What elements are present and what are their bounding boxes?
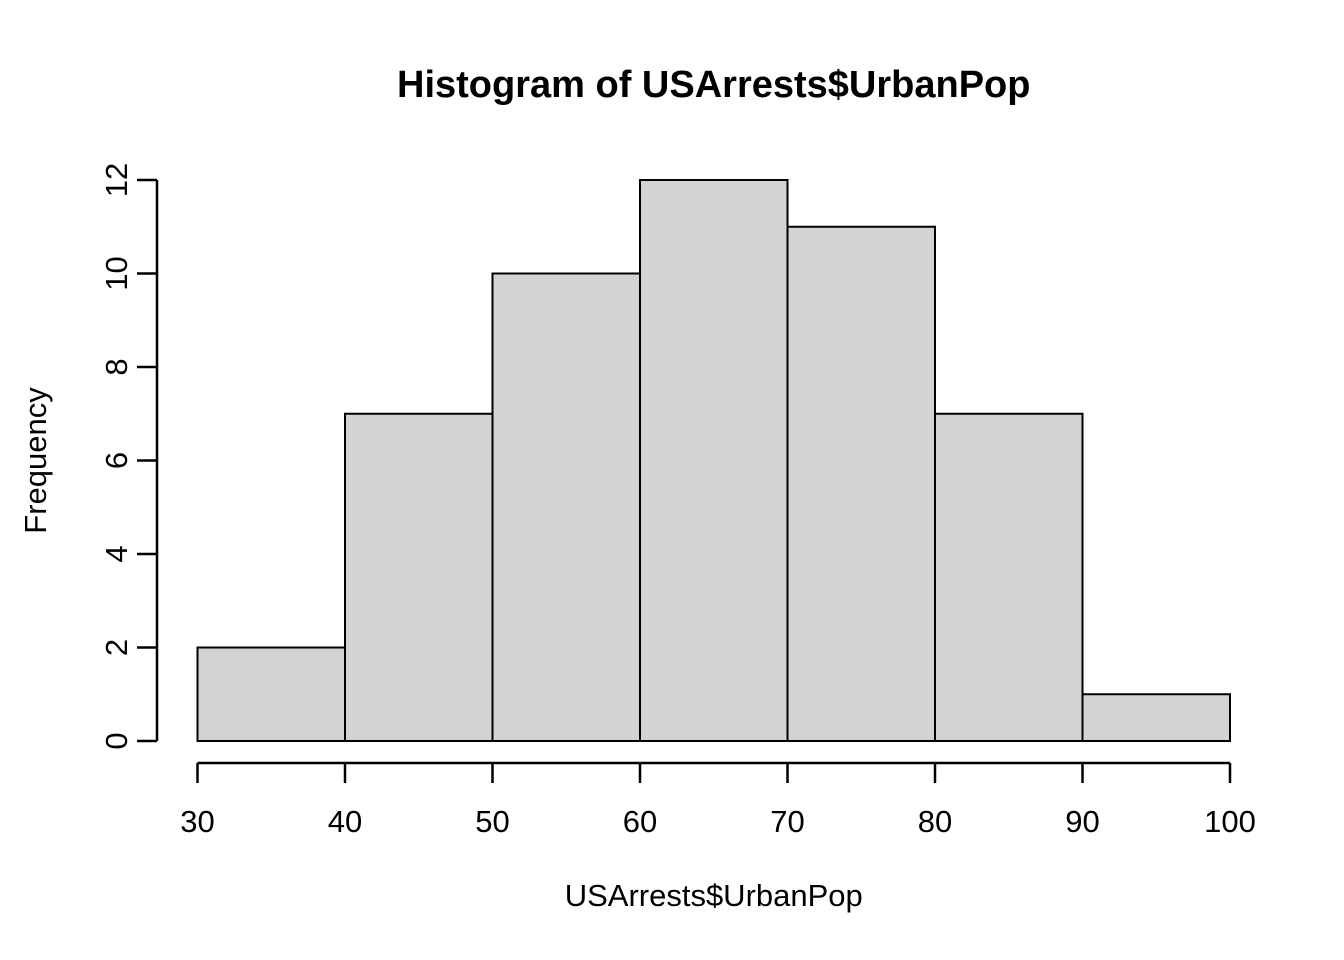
histogram-bar: [639, 179, 789, 742]
histogram-bar: [934, 412, 1084, 742]
x-axis-label: USArrests$UrbanPop: [565, 878, 863, 913]
histogram-bar: [786, 225, 936, 742]
y-tick-label: 0: [99, 732, 134, 749]
chart-title: Histogram of USArrests$UrbanPop: [397, 64, 1030, 106]
y-axis-label: Frequency: [18, 387, 53, 534]
y-axis: 0 2 4 6 8 10 12: [99, 163, 159, 750]
histogram-bar: [1081, 693, 1231, 742]
x-tick-label: 50: [475, 804, 509, 839]
x-tick-label: 60: [623, 804, 657, 839]
histogram-bar: [491, 272, 641, 742]
y-tick-label: 4: [99, 545, 134, 562]
y-tick-label: 6: [99, 452, 134, 469]
histogram-bar: [196, 646, 346, 742]
y-tick-label: 2: [99, 639, 134, 656]
x-axis: 30 40 50 60 70 80 90 100: [180, 761, 1256, 839]
x-tick-label: 100: [1204, 804, 1256, 839]
x-tick-label: 40: [328, 804, 362, 839]
y-tick-label: 12: [99, 163, 134, 197]
x-tick-label: 70: [770, 804, 804, 839]
x-tick-label: 90: [1065, 804, 1099, 839]
y-tick-label: 10: [99, 256, 134, 290]
y-tick-label: 8: [99, 358, 134, 375]
bars-group: [196, 179, 1231, 742]
histogram-bar: [344, 412, 494, 742]
x-tick-label: 80: [918, 804, 952, 839]
x-tick-label: 30: [180, 804, 214, 839]
